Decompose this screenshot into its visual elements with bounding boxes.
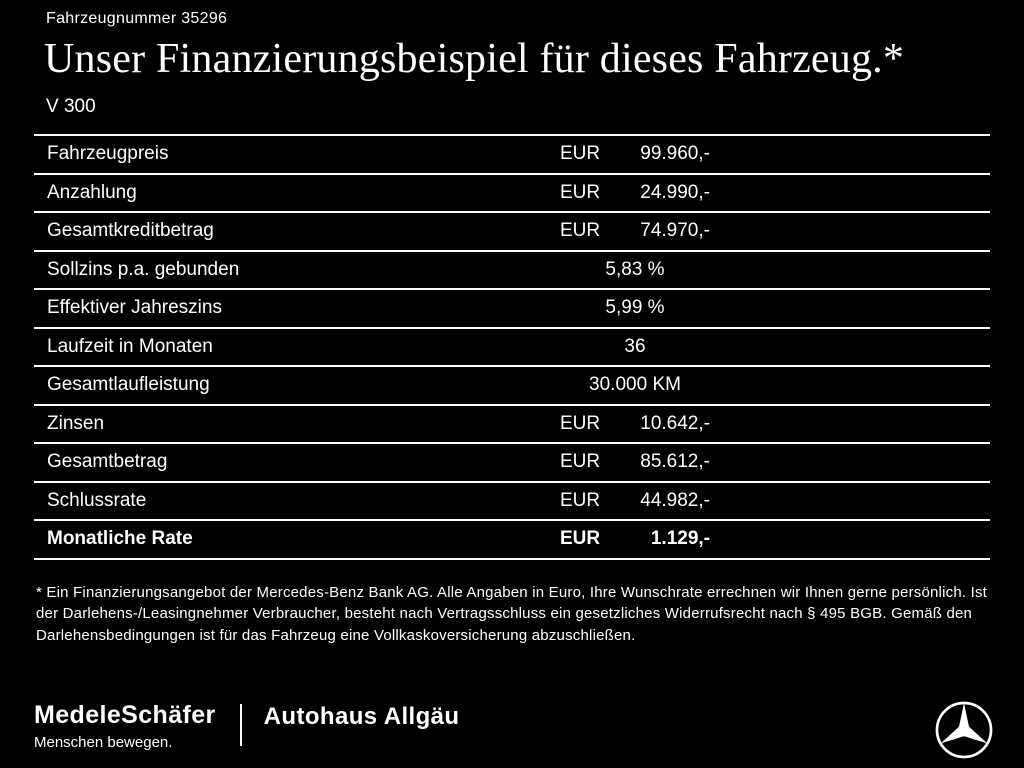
row-value: 99.960,- bbox=[640, 143, 710, 165]
row-currency: EUR bbox=[560, 528, 601, 550]
table-row: Zinsen EUR 10.642,- bbox=[34, 403, 990, 443]
dealer-logo-medele-schaefer: MedeleSchäfer Menschen bewegen. bbox=[34, 702, 216, 751]
legal-footnote: * Ein Finanzierungsangebot der Mercedes-… bbox=[36, 583, 988, 644]
row-value: 24.990,- bbox=[640, 181, 710, 203]
row-value: 36 bbox=[624, 335, 646, 357]
table-row: Gesamtbetrag EUR 85.612,- bbox=[34, 442, 990, 481]
row-value: 1.129,- bbox=[650, 528, 710, 550]
footer-bar: MedeleSchäfer Menschen bewegen. Autohaus… bbox=[0, 696, 1024, 768]
mercedes-star-icon bbox=[935, 701, 993, 759]
row-value: 10.642,- bbox=[640, 412, 710, 434]
row-label: Schlussrate bbox=[47, 489, 147, 511]
row-label: Gesamtkreditbetrag bbox=[47, 220, 214, 242]
table-row: Schlussrate EUR 44.982,- bbox=[34, 480, 990, 520]
row-currency: EUR bbox=[560, 451, 601, 473]
row-currency: EUR bbox=[560, 489, 601, 511]
table-row: Sollzins p.a. gebunden 5,83 % bbox=[34, 249, 990, 289]
table-row: Gesamtlaufleistung 30.000 KM bbox=[34, 365, 990, 404]
row-label: Monatliche Rate bbox=[47, 528, 193, 550]
table-row: Gesamtkreditbetrag EUR 74.970,- bbox=[34, 211, 990, 250]
row-label: Anzahlung bbox=[47, 181, 137, 203]
row-currency: EUR bbox=[560, 220, 601, 242]
row-label: Effektiver Jahreszins bbox=[47, 297, 222, 319]
row-label: Laufzeit in Monaten bbox=[47, 335, 213, 357]
page-title: Unser Finanzierungsbeispiel für dieses F… bbox=[44, 36, 905, 82]
dealer-logo-autohaus-allgaeu: Autohaus Allgäu bbox=[263, 703, 460, 730]
row-label: Sollzins p.a. gebunden bbox=[47, 258, 240, 280]
dealer1-tagline: Menschen bewegen. bbox=[34, 734, 173, 751]
row-label: Gesamtlaufleistung bbox=[47, 374, 210, 396]
footer-divider bbox=[239, 704, 242, 746]
row-currency: EUR bbox=[560, 181, 601, 203]
table-row: Anzahlung EUR 24.990,- bbox=[34, 172, 990, 212]
row-label: Gesamtbetrag bbox=[47, 451, 168, 473]
row-label: Zinsen bbox=[47, 412, 105, 434]
row-value: 85.612,- bbox=[640, 451, 710, 473]
table-row-monthly-rate: Monatliche Rate EUR 1.129,- bbox=[34, 519, 990, 558]
row-currency: EUR bbox=[560, 143, 601, 165]
table-row: Effektiver Jahreszins 5,99 % bbox=[34, 288, 990, 327]
row-value: 74.970,- bbox=[640, 220, 710, 242]
table-row: Laufzeit in Monaten 36 bbox=[34, 326, 990, 366]
row-value: 5,83 % bbox=[605, 258, 665, 280]
row-value: 30.000 KM bbox=[589, 374, 681, 396]
row-value: 5,99 % bbox=[605, 297, 665, 319]
table-row: Fahrzeugpreis EUR 99.960,- bbox=[34, 134, 990, 173]
vehicle-model: V 300 bbox=[46, 96, 96, 117]
row-label: Fahrzeugpreis bbox=[47, 143, 169, 165]
vehicle-number: Fahrzeugnummer 35296 bbox=[46, 10, 228, 27]
row-value: 44.982,- bbox=[640, 489, 710, 511]
finance-table: Fahrzeugpreis EUR 99.960,- Anzahlung EUR 2… bbox=[34, 134, 990, 560]
row-currency: EUR bbox=[560, 412, 601, 434]
dealer1-name: MedeleSchäfer bbox=[34, 701, 216, 729]
